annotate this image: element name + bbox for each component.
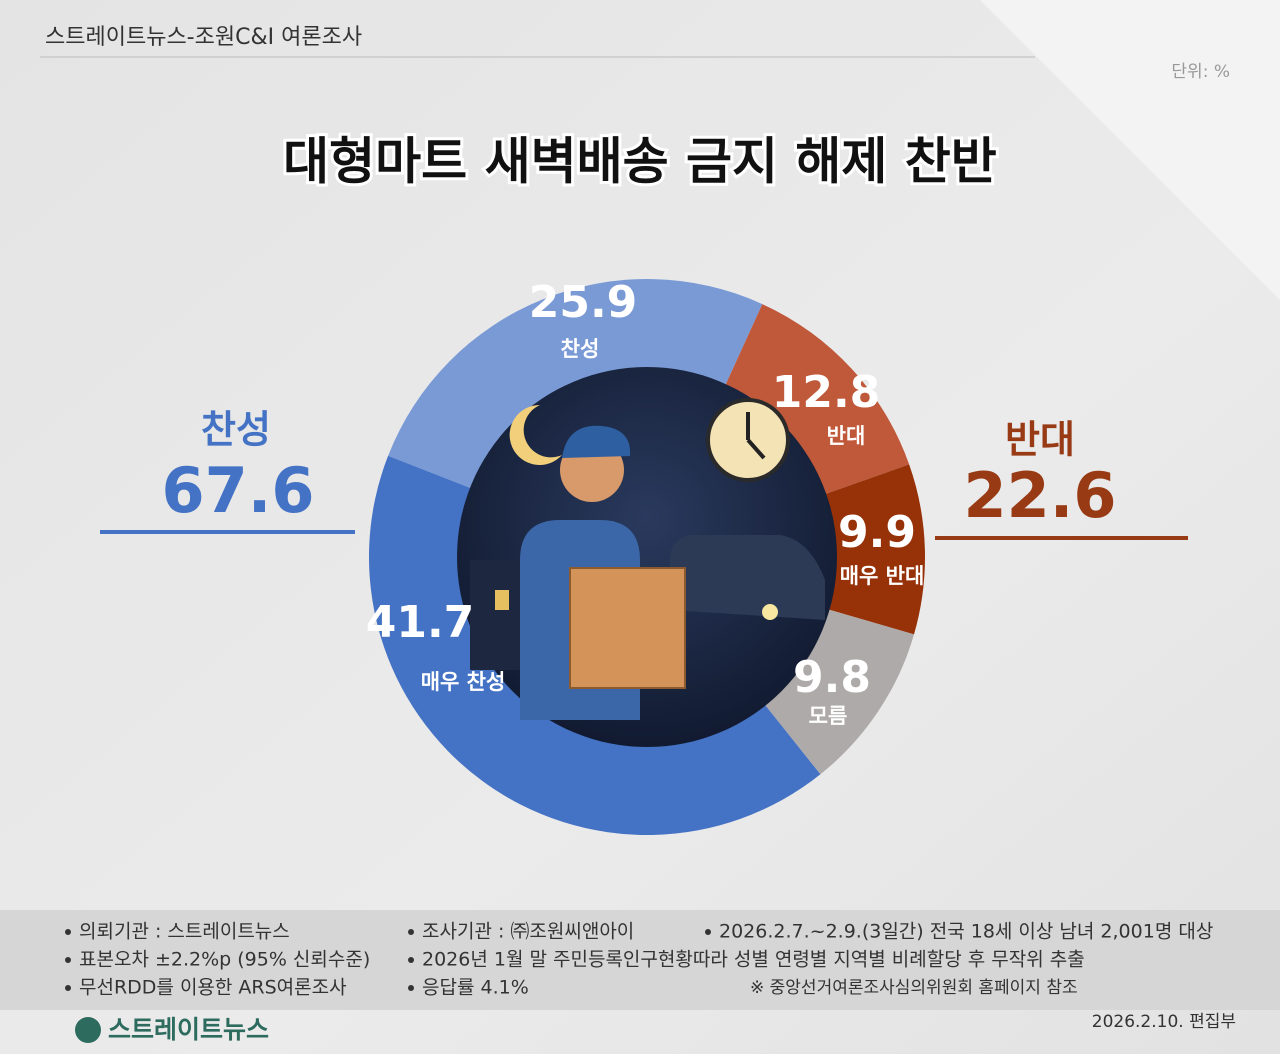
unit: 단위: % bbox=[1171, 62, 1230, 82]
donut-slice bbox=[764, 609, 915, 775]
donut-slice bbox=[725, 304, 910, 495]
value-label: 41.7 bbox=[366, 597, 475, 648]
note: 의뢰기관 : 스트레이트뉴스 bbox=[79, 921, 290, 943]
date: 2026.2.10. 편집부 bbox=[1092, 1012, 1236, 1032]
bullet bbox=[408, 985, 414, 991]
value-label: 12.8 bbox=[772, 367, 881, 418]
group-value: 67.6 bbox=[162, 454, 315, 527]
decoration bbox=[980, 0, 1280, 300]
donut-slice bbox=[368, 455, 821, 836]
note: 무선RDD를 이용한 ARS여론조사 bbox=[79, 977, 347, 999]
bullet bbox=[408, 929, 414, 935]
illustration bbox=[457, 367, 837, 747]
value-label: 9.9 bbox=[838, 507, 916, 558]
reference: ※ 중앙선거여론조사심의위원회 홈페이지 참조 bbox=[750, 978, 1078, 998]
bullet bbox=[65, 985, 71, 991]
category-label: 매우 반대 bbox=[840, 564, 925, 588]
logo: 스트레이트뉴스 bbox=[108, 1015, 269, 1044]
group-name: 찬성 bbox=[201, 408, 271, 452]
group-name: 반대 bbox=[1005, 418, 1075, 462]
value-label: 25.9 bbox=[529, 277, 638, 328]
category-label: 반대 bbox=[827, 424, 866, 448]
donut-slice bbox=[824, 464, 926, 635]
group-value: 22.6 bbox=[964, 459, 1117, 532]
footer-band bbox=[0, 910, 1280, 1010]
source: 스트레이트뉴스-조원C&I 여론조사 bbox=[45, 25, 362, 50]
note: 응답률 4.1% bbox=[422, 977, 529, 999]
bullet bbox=[705, 929, 711, 935]
note: 표본오차 ±2.2%p (95% 신뢰수준) bbox=[79, 949, 370, 971]
note: 2026년 1월 말 주민등록인구현황따라 성별 연령별 지역별 비례할당 후 … bbox=[422, 949, 1085, 971]
donut-slice bbox=[388, 278, 763, 489]
category-label: 모름 bbox=[809, 704, 848, 728]
category-label: 찬성 bbox=[561, 337, 600, 361]
donut bbox=[368, 278, 926, 836]
chart-title: 대형마트 새벽배송 금지 해제 찬반 bbox=[283, 133, 997, 191]
bullet bbox=[65, 929, 71, 935]
value-label: 9.8 bbox=[793, 652, 871, 703]
category-label: 매우 찬성 bbox=[421, 670, 506, 694]
note: 2026.2.7.~2.9.(3일간) 전국 18세 이상 남녀 2,001명 … bbox=[719, 921, 1213, 943]
note: 조사기관 : ㈜조원씨앤아이 bbox=[422, 921, 634, 943]
bullet bbox=[65, 957, 71, 963]
logo-icon bbox=[75, 1017, 101, 1043]
bullet bbox=[408, 957, 414, 963]
